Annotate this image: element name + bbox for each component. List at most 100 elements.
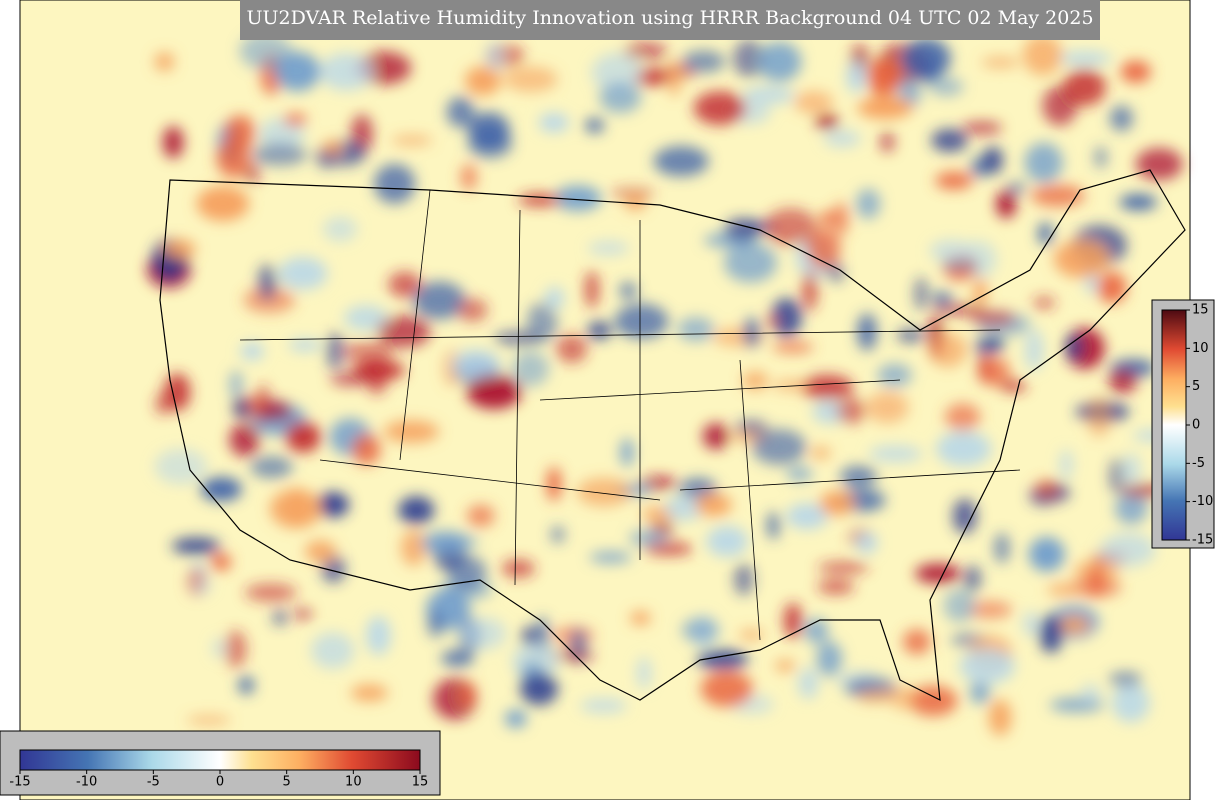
field-blob [585,270,599,309]
field-blob [460,617,507,650]
field-blob [163,239,196,259]
field-blob [459,681,477,709]
field-blob [398,496,435,525]
field-blob [257,264,277,301]
field-blob [929,77,964,97]
field-blob [856,532,878,554]
field-blob [969,310,1016,327]
field-blob [589,552,632,563]
field-blob [988,699,1012,736]
field-blob [163,373,191,412]
field-blob [819,490,854,516]
field-blob [383,420,439,443]
field-blob [580,698,627,713]
field-blob [931,304,988,315]
field-blob [810,446,831,460]
field-blob [880,131,895,153]
field-blob [964,565,981,592]
field-blob [229,370,243,399]
field-blob [162,126,184,159]
field-blob [325,332,345,370]
field-blob [890,685,918,711]
field-blob [786,503,828,530]
field-blob [786,467,813,481]
field-blob [610,188,655,199]
field-blob [1122,452,1141,486]
field-blob [556,334,588,364]
field-blob [614,303,669,340]
field-blob [1109,105,1133,132]
field-blob [700,670,753,707]
field-blob [460,164,477,191]
field-blob [1120,60,1151,83]
field-blob [377,315,431,348]
field-blob [272,609,288,626]
colorbar-tick-label: 5 [1192,379,1200,394]
field-blob [677,316,715,342]
field-blob [770,298,802,337]
field-blob [316,491,350,518]
field-blob [467,128,513,159]
field-blob [973,337,997,355]
field-blob [238,676,255,695]
field-blob [350,684,388,702]
field-blob [793,91,834,114]
field-blob [466,374,522,410]
field-blob [1109,458,1125,495]
field-blob [706,525,749,557]
field-blob [914,276,929,311]
field-blob [815,114,839,129]
colorbar-tick-label: 0 [216,775,224,790]
colorbar-tick-label: 5 [283,775,291,790]
field-blob [587,321,612,340]
field-blob [210,553,232,571]
field-blob [630,611,651,625]
field-blob [664,495,704,521]
country-border [159,169,1186,702]
field-blob [1039,614,1063,654]
field-blob [928,332,967,368]
field-blob [1000,381,1027,392]
field-blob [1108,672,1143,687]
field-blob [751,429,807,465]
field-blob [550,649,596,662]
field-blob [902,629,931,655]
field-blob [520,672,559,706]
colorbar-tick-label: -15 [9,775,30,790]
field-blob [908,685,958,717]
field-blob [1059,449,1073,480]
field-blob [624,193,647,211]
colorbar-tick-label: -5 [1192,456,1205,471]
field-blob [696,649,749,670]
field-blob [836,397,866,424]
field-blob [896,328,925,343]
field-blob [1065,333,1083,361]
field-blob [365,360,388,395]
field-blob [584,118,605,133]
field-blob [952,498,977,534]
field-blob [981,56,1020,68]
field-blob [802,270,818,312]
field-blob [413,281,466,320]
field-blob [944,403,981,432]
field-blob [1119,194,1158,211]
colorbar-tick-label: -10 [1192,494,1213,509]
field-blob [867,58,900,98]
field-blob [466,504,495,527]
colorbar-tick-label: 15 [1192,303,1209,318]
field-blob [775,660,796,672]
field-blob [619,282,637,299]
field-blob [693,91,746,126]
field-blob [239,32,292,70]
field-blob [959,648,1016,685]
field-blob [1097,271,1127,304]
field-blob [801,374,854,400]
field-blob [743,317,760,348]
field-blob [742,86,796,105]
field-blob [1006,182,1027,194]
field-blob [212,637,225,659]
field-blob [503,66,558,93]
field-blob [653,146,709,177]
field-blob [229,423,261,457]
